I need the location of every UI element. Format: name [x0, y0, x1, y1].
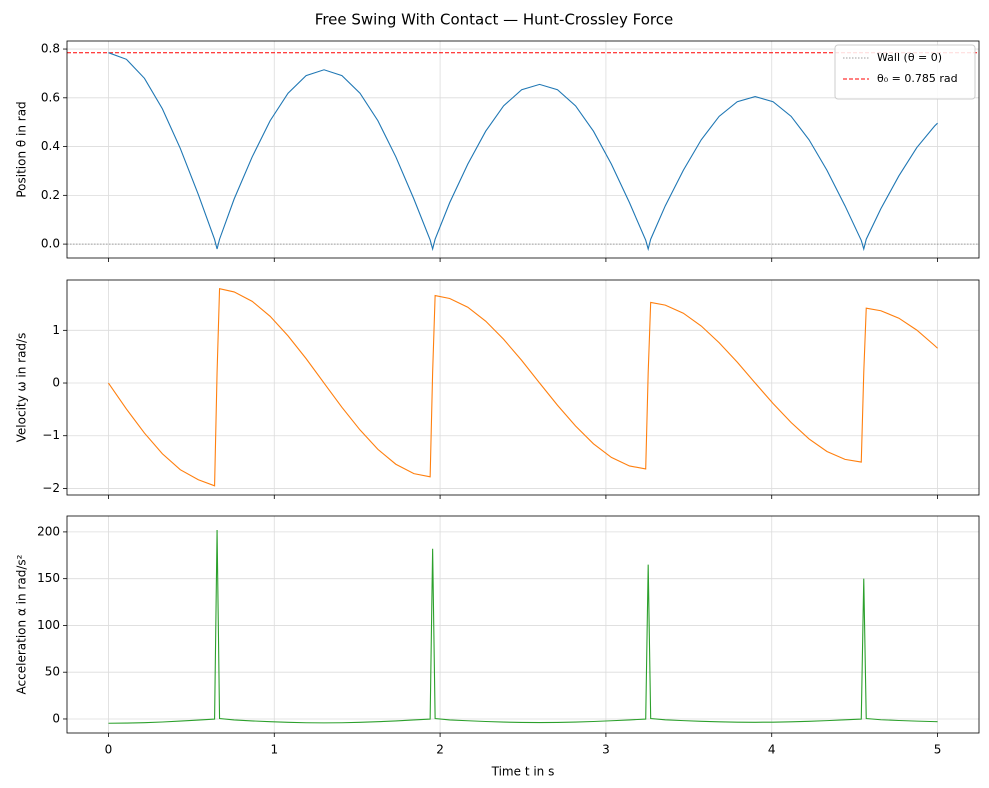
y-tick-label: 150 — [37, 571, 60, 585]
y-axis-label: Acceleration α in rad/s² — [15, 554, 29, 694]
x-tick-label: 5 — [934, 743, 942, 757]
data-line — [108, 530, 938, 724]
y-tick-label: 50 — [45, 665, 60, 679]
axes-frame — [66, 40, 980, 259]
x-tick-label: 3 — [602, 743, 610, 757]
legend-box — [834, 44, 976, 100]
y-tick-label: 0.4 — [41, 139, 60, 153]
y-tick-label: 0 — [52, 376, 60, 390]
figure-title: Free Swing With Contact — Hunt-Crossley … — [315, 11, 673, 29]
legend-label: θ₀ = 0.785 rad — [877, 72, 958, 85]
y-tick-label: 0.6 — [41, 90, 60, 104]
y-tick-label: 200 — [37, 524, 60, 538]
x-tick-label: 0 — [105, 743, 113, 757]
y-tick-label: −1 — [42, 428, 60, 442]
y-tick-label: 0.8 — [41, 42, 60, 56]
y-tick-label: −2 — [42, 481, 60, 495]
x-tick-label: 4 — [768, 743, 776, 757]
data-line — [108, 52, 938, 252]
y-tick-label: 0.0 — [41, 237, 60, 251]
y-axis-label: Velocity ω in rad/s — [15, 333, 29, 443]
y-tick-label: 0 — [52, 711, 60, 725]
y-tick-label: 100 — [37, 618, 60, 632]
x-axis-label: Time t in s — [491, 765, 555, 779]
y-tick-label: 0.2 — [41, 188, 60, 202]
axes-frame — [66, 515, 980, 734]
axes-frame — [66, 279, 980, 496]
y-tick-label: 1 — [52, 323, 60, 337]
legend-label: Wall (θ = 0) — [877, 51, 942, 64]
y-axis-label: Position θ in rad — [15, 101, 29, 197]
x-tick-label: 1 — [270, 743, 278, 757]
data-line — [107, 288, 938, 487]
x-tick-label: 2 — [436, 743, 444, 757]
